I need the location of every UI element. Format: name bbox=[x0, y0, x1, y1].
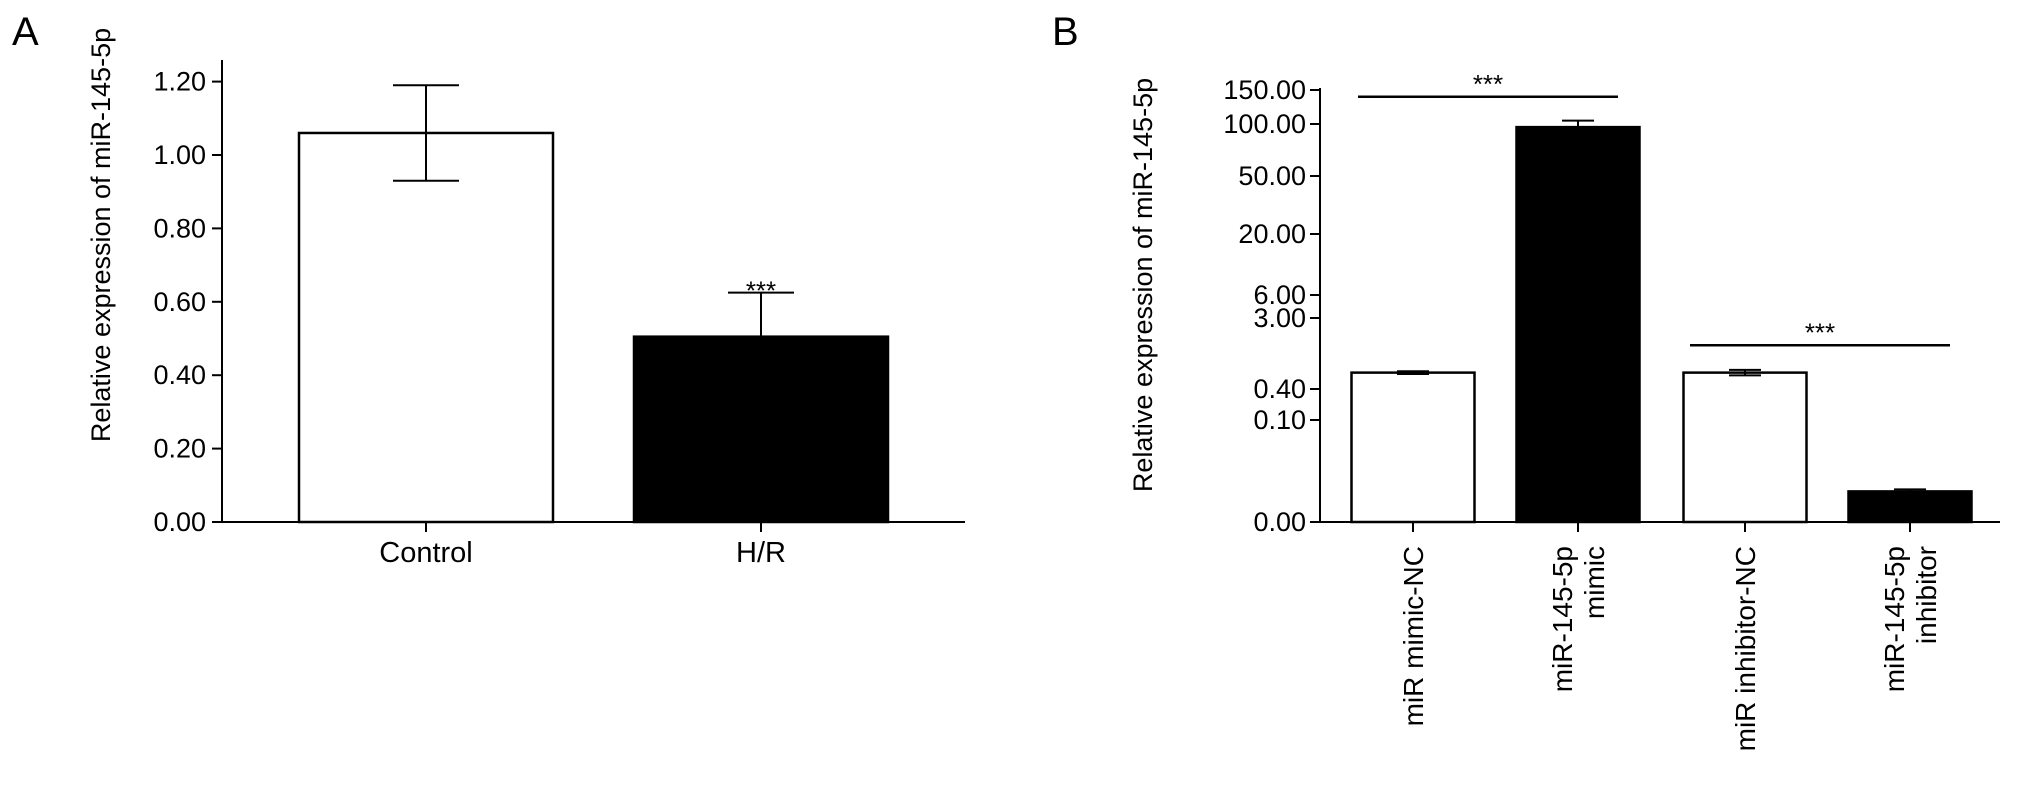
panel-a: A 0.00 0.20 0.40 0.60 0.80 1.00 1.20 Control H/R… bbox=[12, 10, 965, 569]
y-tick-label: 150.00 bbox=[1223, 75, 1306, 105]
significance-label: *** bbox=[746, 275, 776, 305]
y-tick-label: 50.00 bbox=[1238, 161, 1306, 191]
bar bbox=[1682, 371, 1808, 524]
panel-b-bars: *** *** bbox=[1350, 69, 1973, 524]
y-tick-label: 0.40 bbox=[153, 360, 206, 390]
bar bbox=[1847, 490, 1973, 524]
y-tick-label: 1.00 bbox=[153, 140, 206, 170]
y-tick-label: 100.00 bbox=[1223, 109, 1306, 139]
panel-b-y-axis-label: Relative expression of miR-145-5p bbox=[1128, 78, 1158, 492]
significance-label: *** bbox=[1805, 317, 1835, 347]
y-tick-label: 1.20 bbox=[153, 67, 206, 97]
x-tick-label: Control bbox=[379, 537, 473, 569]
bar bbox=[632, 335, 890, 524]
x-tick-label-group: miR-145-5p inhibitor bbox=[1879, 546, 1942, 692]
y-tick-label: 0.00 bbox=[153, 507, 206, 537]
y-tick-label: 0.00 bbox=[1253, 507, 1306, 537]
y-tick-label: 0.80 bbox=[153, 213, 206, 243]
x-tick-label-group: miR-145-5p mimic bbox=[1547, 546, 1610, 692]
panel-a-y-axis-label: Relative expression of miR-145-5p bbox=[86, 28, 116, 442]
y-tick-label: 6.00 bbox=[1253, 280, 1306, 310]
x-tick-label: miR inhibitor-NC bbox=[1730, 546, 1761, 751]
x-tick-label: miR mimic-NC bbox=[1398, 546, 1429, 726]
panel-a-label: A bbox=[12, 10, 39, 54]
y-tick-label: 0.20 bbox=[153, 434, 206, 464]
x-tick-label: miR-145-5p bbox=[1879, 546, 1910, 692]
y-tick-label: 3.00 bbox=[1253, 303, 1306, 333]
y-tick-label: 0.40 bbox=[1253, 374, 1306, 404]
y-tick-label: 0.60 bbox=[153, 287, 206, 317]
panel-b-label: B bbox=[1052, 10, 1079, 54]
bar bbox=[297, 131, 555, 524]
significance-label: *** bbox=[1473, 69, 1503, 99]
bar bbox=[1515, 125, 1641, 524]
x-tick-label: H/R bbox=[736, 537, 786, 569]
panel-a-bars: *** bbox=[297, 84, 890, 524]
panel-a-axes: 0.00 0.20 0.40 0.60 0.80 1.00 1.20 Control H/R bbox=[153, 60, 965, 569]
bar bbox=[1350, 371, 1476, 524]
x-tick-label: inhibitor bbox=[1911, 546, 1942, 644]
y-tick-label: 20.00 bbox=[1238, 219, 1306, 249]
x-tick-label-group: miR inhibitor-NC bbox=[1730, 546, 1761, 751]
y-tick-label: 0.10 bbox=[1253, 405, 1306, 435]
panel-b: B 0.00 0.100.40 3.006.00 20.00 50.00 100.00 15… bbox=[1052, 10, 2000, 751]
x-tick-label: mimic bbox=[1579, 546, 1610, 619]
x-tick-label-group: miR mimic-NC bbox=[1398, 546, 1429, 726]
x-tick-label: miR-145-5p bbox=[1547, 546, 1578, 692]
